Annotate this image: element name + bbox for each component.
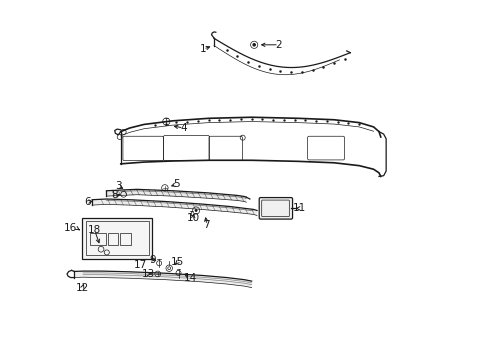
Text: 8: 8 — [111, 190, 118, 200]
Polygon shape — [106, 189, 246, 202]
FancyBboxPatch shape — [259, 198, 292, 219]
Bar — [86, 221, 148, 255]
Text: 18: 18 — [88, 225, 101, 235]
Text: 9: 9 — [149, 255, 156, 265]
Text: 13: 13 — [142, 269, 155, 279]
Bar — [107, 233, 118, 244]
Polygon shape — [92, 199, 257, 216]
Text: 12: 12 — [76, 283, 89, 293]
Circle shape — [194, 209, 197, 212]
Bar — [89, 233, 105, 244]
Text: 10: 10 — [186, 213, 200, 223]
Text: 15: 15 — [170, 257, 183, 267]
Text: 11: 11 — [292, 203, 305, 213]
Text: 3: 3 — [115, 181, 122, 191]
Circle shape — [252, 43, 255, 46]
Text: 16: 16 — [63, 224, 77, 233]
Text: 2: 2 — [275, 40, 282, 50]
Polygon shape — [74, 271, 251, 288]
Text: 1: 1 — [200, 44, 206, 54]
Text: 17: 17 — [134, 260, 147, 270]
Text: 5: 5 — [173, 179, 179, 189]
Text: 6: 6 — [84, 197, 91, 207]
Text: 14: 14 — [183, 273, 196, 283]
Text: 4: 4 — [180, 123, 186, 133]
Text: 7: 7 — [203, 220, 210, 230]
Bar — [82, 218, 152, 259]
Bar — [120, 233, 131, 244]
